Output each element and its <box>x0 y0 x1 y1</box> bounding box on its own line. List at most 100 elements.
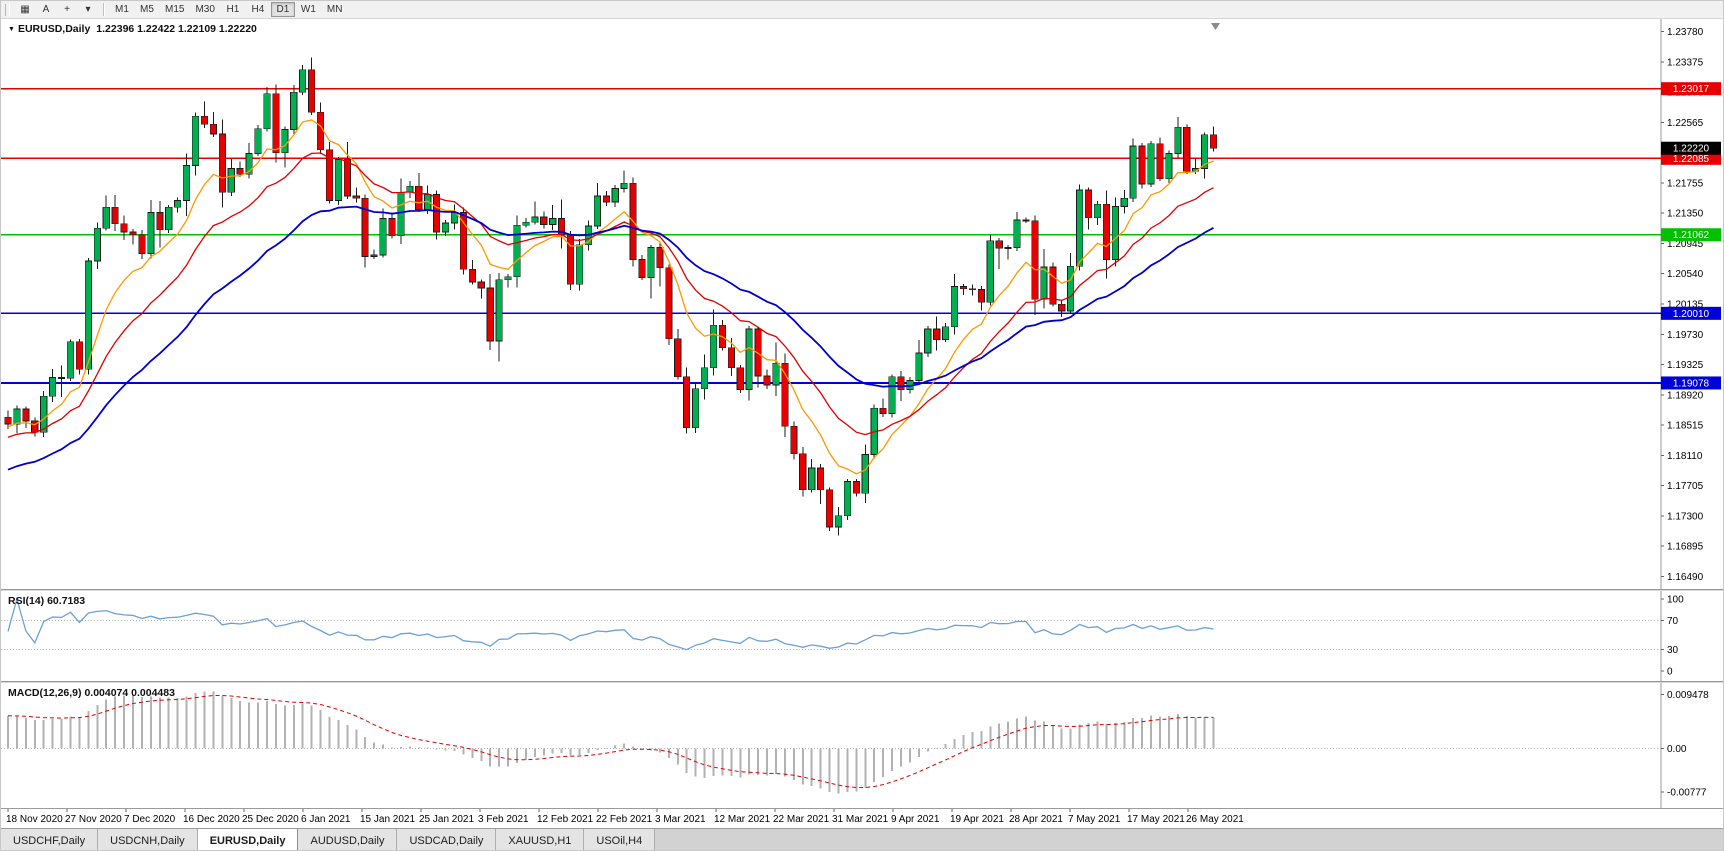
chart-tab-eurusd[interactable]: EURUSD,Daily <box>197 829 299 850</box>
date-tick-label: 22 Feb 2021 <box>596 814 653 825</box>
svg-text:1.19078: 1.19078 <box>1673 378 1710 389</box>
svg-text:0: 0 <box>1667 667 1673 678</box>
toolbar-drag-handle[interactable] <box>5 3 10 16</box>
date-tick-label: 17 May 2021 <box>1127 814 1185 825</box>
charts-grid-button[interactable]: ▦ <box>20 4 30 15</box>
svg-text:1.19325: 1.19325 <box>1667 360 1704 371</box>
macd-label: MACD(12,26,9) 0.004074 0.004483 <box>8 687 175 699</box>
tool-buttons-group: ▦ A + ▾ <box>15 2 98 17</box>
crosshair-button[interactable]: + <box>64 4 70 15</box>
macd-histogram <box>7 691 1215 794</box>
macd-signal-line <box>7 695 1214 789</box>
date-tick-label: 28 Apr 2021 <box>1009 814 1063 825</box>
timeframe-button-w1[interactable]: W1 <box>300 4 316 15</box>
toolbar-separator <box>103 3 105 16</box>
rsi-canvas[interactable]: 100 70 30 0 <box>1 591 1724 681</box>
hline-badge-1.21062 <box>1661 228 1721 242</box>
macd-canvas[interactable]: 0.009478 0.00 -0.00777 <box>1 683 1724 808</box>
chart-tab-usdchf[interactable]: USDCHF,Daily <box>1 829 99 850</box>
svg-text:30: 30 <box>1667 645 1679 656</box>
svg-text:1.20945: 1.20945 <box>1667 239 1704 250</box>
panel-separator-rsi[interactable] <box>1 589 1723 591</box>
svg-text:1.22220: 1.22220 <box>1673 144 1710 155</box>
timeframe-button-h1[interactable]: H1 <box>226 4 240 15</box>
svg-text:1.21062: 1.21062 <box>1673 230 1710 241</box>
date-tick-label: 19 Apr 2021 <box>950 814 1004 825</box>
ma-fast-line <box>7 119 1214 475</box>
timeframe-button-mn[interactable]: MN <box>326 4 343 15</box>
date-tick-label: 31 Mar 2021 <box>832 814 889 825</box>
chart-ohlc-label: ▼ EURUSD,Daily 1.22396 1.22422 1.22109 1.2… <box>8 23 257 35</box>
chart-tab-usdcnh[interactable]: USDCNH,Daily <box>98 829 198 850</box>
panel-separator-macd[interactable] <box>1 681 1723 683</box>
chart-tab-usoil[interactable]: USOil,H4 <box>584 829 656 850</box>
rsi-panel: RSI(14) 60.7183 100 70 30 0 <box>1 591 1724 681</box>
toolbar: ▦ A + ▾ M1 M5 M15 M30 H1 H4 D1 W1 MN <box>1 1 1723 19</box>
date-tick-label: 12 Mar 2021 <box>714 814 771 825</box>
hline-badge-1.23017 <box>1661 82 1721 96</box>
chart-tab-xauusd[interactable]: XAUUSD,H1 <box>496 829 585 850</box>
svg-text:100: 100 <box>1667 595 1684 606</box>
svg-text:1.19730: 1.19730 <box>1667 330 1704 341</box>
timeframe-button-m5[interactable]: M5 <box>140 4 154 15</box>
svg-text:1.20540: 1.20540 <box>1667 269 1704 280</box>
hline-badge-1.20010 <box>1661 306 1721 320</box>
svg-text:1.20135: 1.20135 <box>1667 300 1704 311</box>
svg-text:1.18920: 1.18920 <box>1667 390 1704 401</box>
svg-text:1.21350: 1.21350 <box>1667 209 1704 220</box>
date-axis[interactable]: 18 Nov 2020 27 Nov 2020 7 Dec 2020 16 Dec 2… <box>1 808 1723 828</box>
date-tick-label: 25 Jan 2021 <box>419 814 474 825</box>
chart-tab-audusd[interactable]: AUDUSD,Daily <box>298 829 398 850</box>
ma-slow-line <box>7 205 1214 471</box>
chart-tab-usdcad[interactable]: USDCAD,Daily <box>397 829 497 850</box>
hline-badge-1.22085 <box>1661 151 1721 165</box>
macd-panel: MACD(12,26,9) 0.004074 0.004483 0.009478… <box>1 683 1724 808</box>
date-tick-label: 7 Dec 2020 <box>124 814 176 825</box>
chart-shift-marker[interactable] <box>1211 23 1220 30</box>
timeframe-button-d1[interactable]: D1 <box>270 2 295 17</box>
symbol-dropdown-icon[interactable]: ▼ <box>8 26 15 33</box>
current-price-badge <box>1661 141 1721 155</box>
svg-text:1.18110: 1.18110 <box>1667 451 1703 462</box>
date-tick-label: 3 Mar 2021 <box>655 814 706 825</box>
svg-text:1.23780: 1.23780 <box>1667 27 1704 38</box>
date-tick-label: 9 Apr 2021 <box>891 814 940 825</box>
hline-badge-1.19078 <box>1661 376 1721 390</box>
timeframe-buttons-group: M1 M5 M15 M30 H1 H4 D1 W1 MN <box>110 2 347 17</box>
svg-text:1.21755: 1.21755 <box>1667 178 1704 189</box>
timeframe-button-h4[interactable]: H4 <box>251 4 265 15</box>
timeframe-button-m1[interactable]: M1 <box>115 4 129 15</box>
date-tick-label: 26 May 2021 <box>1186 814 1244 825</box>
svg-text:1.20010: 1.20010 <box>1673 309 1710 320</box>
chart-symbol-label: EURUSD,Daily <box>17 23 91 35</box>
svg-text:1.23017: 1.23017 <box>1673 84 1710 95</box>
main-chart-panel: ▼ EURUSD,Daily 1.22396 1.22422 1.22109 1.2… <box>1 19 1724 589</box>
drawing-dropdown-button[interactable]: ▾ <box>85 4 91 15</box>
svg-text:1.22565: 1.22565 <box>1667 118 1704 129</box>
date-axis-canvas: 18 Nov 2020 27 Nov 2020 7 Dec 2020 16 Dec 2… <box>1 808 1723 825</box>
svg-text:1.17300: 1.17300 <box>1667 511 1704 522</box>
svg-text:70: 70 <box>1667 616 1679 627</box>
svg-text:1.16895: 1.16895 <box>1667 542 1704 553</box>
svg-text:1.17705: 1.17705 <box>1667 481 1704 492</box>
date-tick-label: 15 Jan 2021 <box>360 814 415 825</box>
date-tick-label: 7 May 2021 <box>1068 814 1121 825</box>
svg-text:1.16490: 1.16490 <box>1667 572 1704 583</box>
date-tick-label: 6 Jan 2021 <box>301 814 351 825</box>
date-tick-label: 22 Mar 2021 <box>773 814 830 825</box>
svg-text:1.23375: 1.23375 <box>1667 57 1704 68</box>
date-tick-label: 25 Dec 2020 <box>242 814 299 825</box>
chart-ohlc-values: 1.22396 1.22422 1.22109 1.22220 <box>96 23 257 35</box>
svg-text:0.009478: 0.009478 <box>1667 690 1709 701</box>
date-tick-label: 3 Feb 2021 <box>478 814 529 825</box>
main-chart-canvas[interactable]: 1.237801.233751.229701.225651.221601.217… <box>1 19 1724 589</box>
svg-text:1.22085: 1.22085 <box>1673 154 1710 165</box>
rsi-line <box>7 596 1214 651</box>
timeframe-button-m30[interactable]: M30 <box>195 4 215 15</box>
date-tick-label: 18 Nov 2020 <box>6 814 63 825</box>
text-annotation-button[interactable]: A <box>42 4 50 15</box>
svg-text:0.00: 0.00 <box>1667 744 1687 755</box>
timeframe-button-m15[interactable]: M15 <box>165 4 185 15</box>
date-tick-label: 12 Feb 2021 <box>537 814 594 825</box>
